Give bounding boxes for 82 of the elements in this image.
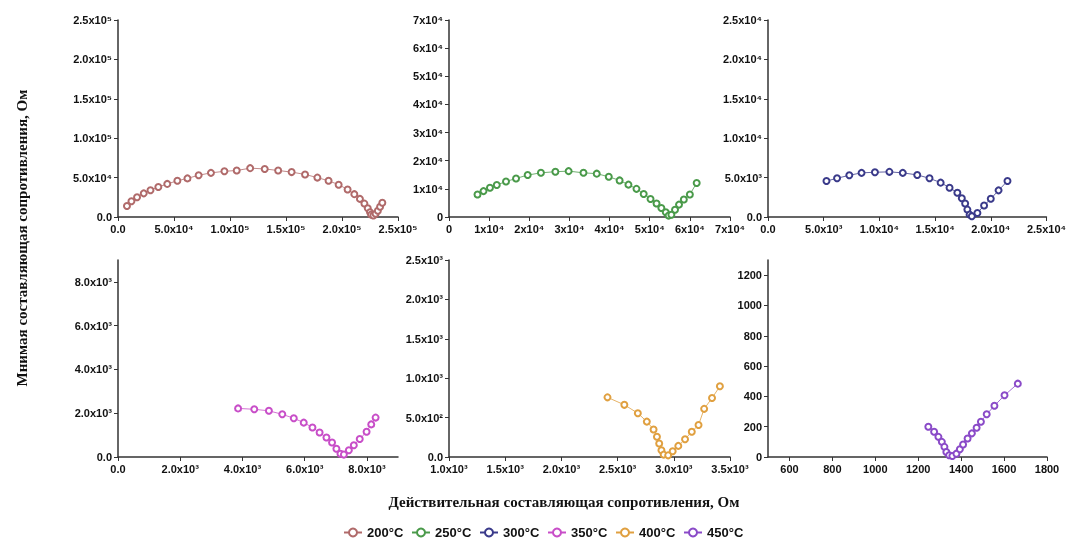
y-tick-label: 5.0x10⁴ [72, 171, 112, 184]
x-tick-label: 800 [823, 462, 842, 475]
y-tick-label: 0 [436, 211, 443, 223]
y-tick-label: 400 [743, 390, 762, 403]
y-tick-label: 0.0 [746, 211, 762, 223]
x-tick-label: 1200 [905, 462, 931, 475]
y-tick-label: 8.0x10³ [74, 275, 113, 288]
x-tick-label: 3x10⁴ [554, 222, 585, 235]
y-tick-label: 1.0x10³ [405, 372, 444, 385]
y-tick-label: 5.0x10² [405, 411, 444, 424]
y-tick-label: 2.5x10⁴ [722, 14, 762, 26]
y-tick-label: 600 [743, 360, 762, 373]
y-axis-title: Мнимая составляющая сопротивления, Ом [14, 89, 30, 387]
y-tick-label: 3x10⁴ [413, 126, 443, 139]
y-tick-label: 2x10⁴ [413, 154, 443, 167]
x-axis-title: Действительная составляющая сопротивления, Ом [388, 494, 740, 510]
y-tick-label: 2.0x10³ [405, 293, 444, 306]
y-tick-label: 1x10⁴ [413, 182, 443, 195]
y-tick-label: 2.0x10⁴ [722, 53, 762, 66]
y-tick-label: 2.5x10⁵ [73, 14, 112, 26]
y-tick-label: 800 [743, 329, 762, 342]
y-tick-label: 2.0x10³ [74, 407, 113, 420]
x-tick-label: 1.5x10³ [486, 462, 525, 475]
x-tick-label: 5x10⁴ [634, 222, 665, 235]
x-tick-label: 8.0x10³ [348, 462, 386, 475]
x-tick-label: 5.0x10³ [805, 222, 843, 235]
x-tick-label: 4.0x10³ [223, 462, 262, 475]
x-tick-label: 2.0x10³ [161, 462, 200, 475]
y-tick-label: 6.0x10³ [74, 319, 113, 332]
y-tick-label: 1.5x10³ [405, 332, 444, 345]
x-tick-label: 1x10⁴ [474, 222, 505, 235]
y-tick-label: 200 [743, 420, 762, 433]
y-tick-label: 4x10⁴ [413, 98, 443, 111]
x-tick-label: 2.5x10³ [598, 462, 637, 475]
legend-label: 400°C [639, 525, 676, 540]
y-tick-label: 2.5x10³ [405, 254, 444, 266]
x-tick-label: 0 [445, 222, 453, 235]
x-tick-label: 2.0x10³ [542, 462, 581, 475]
x-tick-label: 600 [780, 462, 799, 475]
x-tick-label: 0.0 [760, 222, 776, 235]
x-tick-label: 3.0x10³ [655, 462, 693, 475]
y-tick-label: 0.0 [427, 451, 443, 463]
x-tick-label: 1.0x10⁴ [859, 222, 899, 235]
x-tick-label: 0.0 [110, 222, 126, 235]
x-tick-label: 1.5x10⁵ [266, 222, 306, 235]
x-tick-label: 4x10⁴ [594, 222, 625, 235]
y-tick-label: 4.0x10³ [74, 363, 113, 376]
legend-label: 200°C [367, 525, 404, 540]
x-tick-label: 6x10⁴ [674, 222, 705, 235]
legend-label: 450°C [707, 525, 744, 540]
y-tick-label: 1.5x10⁴ [722, 92, 762, 105]
y-tick-label: 5.0x10³ [724, 171, 763, 184]
x-tick-label: 2.0x10⁴ [971, 222, 1011, 235]
x-tick-label: 3.5x10³ [711, 462, 749, 475]
y-tick-label: 0.0 [96, 211, 112, 223]
y-tick-label: 1200 [737, 269, 762, 282]
y-tick-label: 6x10⁴ [413, 42, 443, 55]
x-tick-label: 0.0 [110, 462, 126, 475]
y-tick-label: 1.0x10⁴ [722, 132, 762, 145]
y-tick-label: 7x10⁴ [413, 14, 443, 26]
x-tick-label: 2x10⁴ [514, 222, 545, 235]
y-tick-label: 0.0 [96, 451, 112, 463]
legend-label: 350°C [571, 525, 608, 540]
y-tick-label: 5x10⁴ [413, 70, 443, 83]
x-tick-label: 1.5x10⁴ [915, 222, 955, 235]
x-tick-label: 1800 [1034, 462, 1060, 475]
x-tick-label: 1400 [948, 462, 974, 475]
x-tick-label: 2.5x10⁴ [1026, 222, 1066, 235]
y-tick-label: 1.5x10⁵ [73, 92, 112, 105]
legend-label: 250°C [435, 525, 472, 540]
y-tick-label: 2.0x10⁵ [73, 53, 112, 66]
x-tick-label: 6.0x10³ [286, 462, 324, 475]
y-tick-label: 1.0x10⁵ [73, 132, 112, 145]
y-tick-label: 1000 [737, 299, 762, 312]
y-tick-label: 0 [755, 451, 762, 463]
legend-label: 300°C [503, 525, 540, 540]
x-tick-label: 2.5x10⁵ [378, 222, 418, 235]
x-tick-label: 5.0x10⁴ [154, 222, 194, 235]
x-tick-label: 1600 [991, 462, 1017, 475]
x-tick-label: 2.0x10⁵ [322, 222, 362, 235]
x-tick-label: 1000 [863, 462, 888, 475]
x-tick-label: 1.0x10⁵ [210, 222, 250, 235]
